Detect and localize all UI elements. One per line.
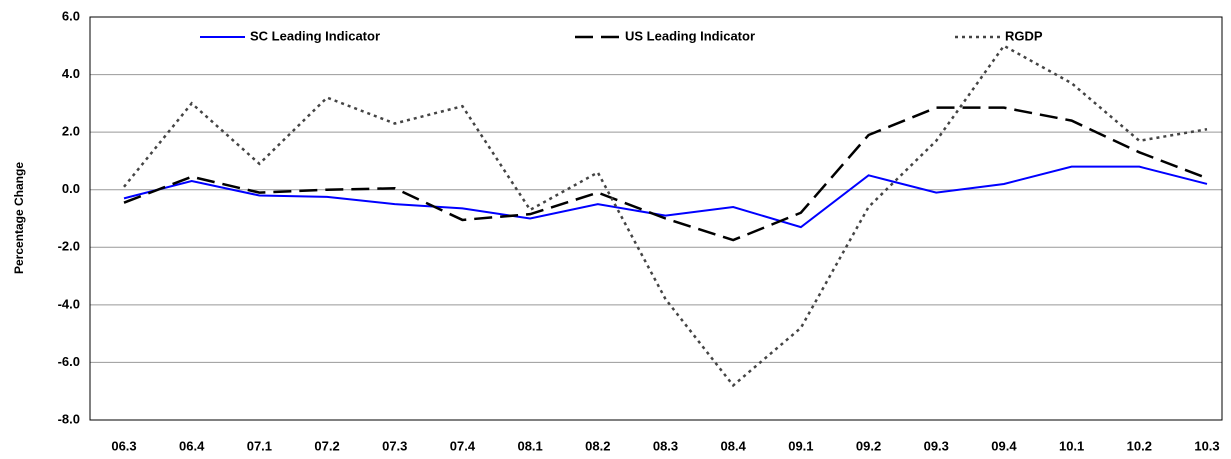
- plot-frame: [89, 16, 1223, 421]
- series-line: [123, 165, 1208, 229]
- y-tick-label: -6.0: [58, 354, 80, 369]
- x-tick-label: 07.4: [450, 438, 476, 453]
- x-tick-label: 06.4: [179, 438, 205, 453]
- x-tick-label: 08.2: [585, 438, 610, 453]
- x-tick-label: 08.3: [653, 438, 678, 453]
- x-tick-label: 07.1: [247, 438, 272, 453]
- x-tick-label: 07.3: [382, 438, 407, 453]
- x-tick-label: 06.3: [111, 438, 136, 453]
- x-tick-label: 10.2: [1127, 438, 1152, 453]
- y-tick-label: 4.0: [62, 66, 80, 81]
- x-tick-label: 09.1: [788, 438, 813, 453]
- x-tick-label: 09.2: [856, 438, 881, 453]
- legend-label: US Leading Indicator: [625, 28, 755, 43]
- y-axis-label: Percentage Change: [12, 162, 26, 274]
- legend-label: SC Leading Indicator: [250, 28, 380, 43]
- y-tick-label: -8.0: [58, 411, 80, 426]
- y-tick-label: -4.0: [58, 296, 80, 311]
- y-tick-label: 0.0: [62, 181, 80, 196]
- y-tick-label: 6.0: [62, 8, 80, 23]
- x-tick-label: 09.4: [991, 438, 1017, 453]
- x-tick-label: 08.1: [517, 438, 542, 453]
- series-line: [123, 44, 1208, 388]
- y-tick-label: -2.0: [58, 239, 80, 254]
- y-tick-label: 2.0: [62, 124, 80, 139]
- x-tick-label: 10.3: [1194, 438, 1219, 453]
- x-tick-label: 07.2: [314, 438, 339, 453]
- x-tick-label: 10.1: [1059, 438, 1084, 453]
- x-tick-label: 09.3: [924, 438, 949, 453]
- x-tick-label: 08.4: [721, 438, 747, 453]
- series-line: [123, 106, 1208, 242]
- legend-label: RGDP: [1005, 28, 1043, 43]
